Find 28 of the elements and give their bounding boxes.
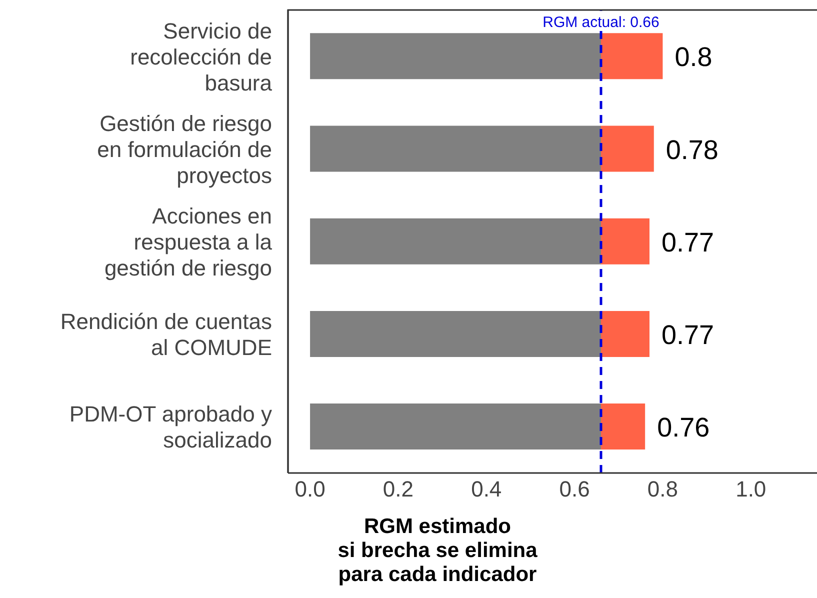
x-tick-label: 0.4 bbox=[471, 476, 502, 502]
bar bbox=[310, 218, 601, 264]
bar bbox=[600, 404, 646, 450]
x-axis-title: RGM estimado si brecha se elimina para cada indicador bbox=[338, 515, 538, 586]
y-tick-label: Rendición de cuentas al COMUDE bbox=[60, 309, 272, 360]
total-label: 0.76 bbox=[657, 412, 710, 443]
x-tick-label: 1.0 bbox=[736, 476, 766, 502]
bar bbox=[600, 218, 650, 264]
y-tick-label: Servicio de recolección de basura bbox=[130, 18, 273, 96]
x-tick-label: 0.6 bbox=[559, 476, 590, 502]
total-label: 0.77 bbox=[661, 227, 714, 258]
bar bbox=[600, 310, 650, 357]
bar bbox=[310, 126, 601, 172]
x-tick-label: 0.0 bbox=[294, 476, 326, 502]
total-label: 0.78 bbox=[666, 134, 718, 165]
x-tick-label: 0.2 bbox=[382, 476, 414, 502]
y-tick-label: Gestión de riesgo en formulación de proyectos bbox=[97, 110, 272, 188]
bar bbox=[310, 33, 601, 80]
bar bbox=[600, 126, 654, 172]
bar bbox=[310, 310, 601, 357]
bar bbox=[310, 404, 601, 450]
ref-line-label: RGM actual: 0.66 bbox=[542, 14, 660, 31]
total-label: 0.8 bbox=[674, 42, 712, 72]
x-tick-label: 0.8 bbox=[647, 476, 678, 502]
bar bbox=[600, 33, 663, 80]
y-tick-label: Acciones en respuesta a la gestión de riesgo bbox=[104, 204, 273, 280]
total-label: 0.77 bbox=[661, 320, 714, 350]
y-tick-label: PDM-OT aprobado y socializado bbox=[69, 402, 272, 453]
